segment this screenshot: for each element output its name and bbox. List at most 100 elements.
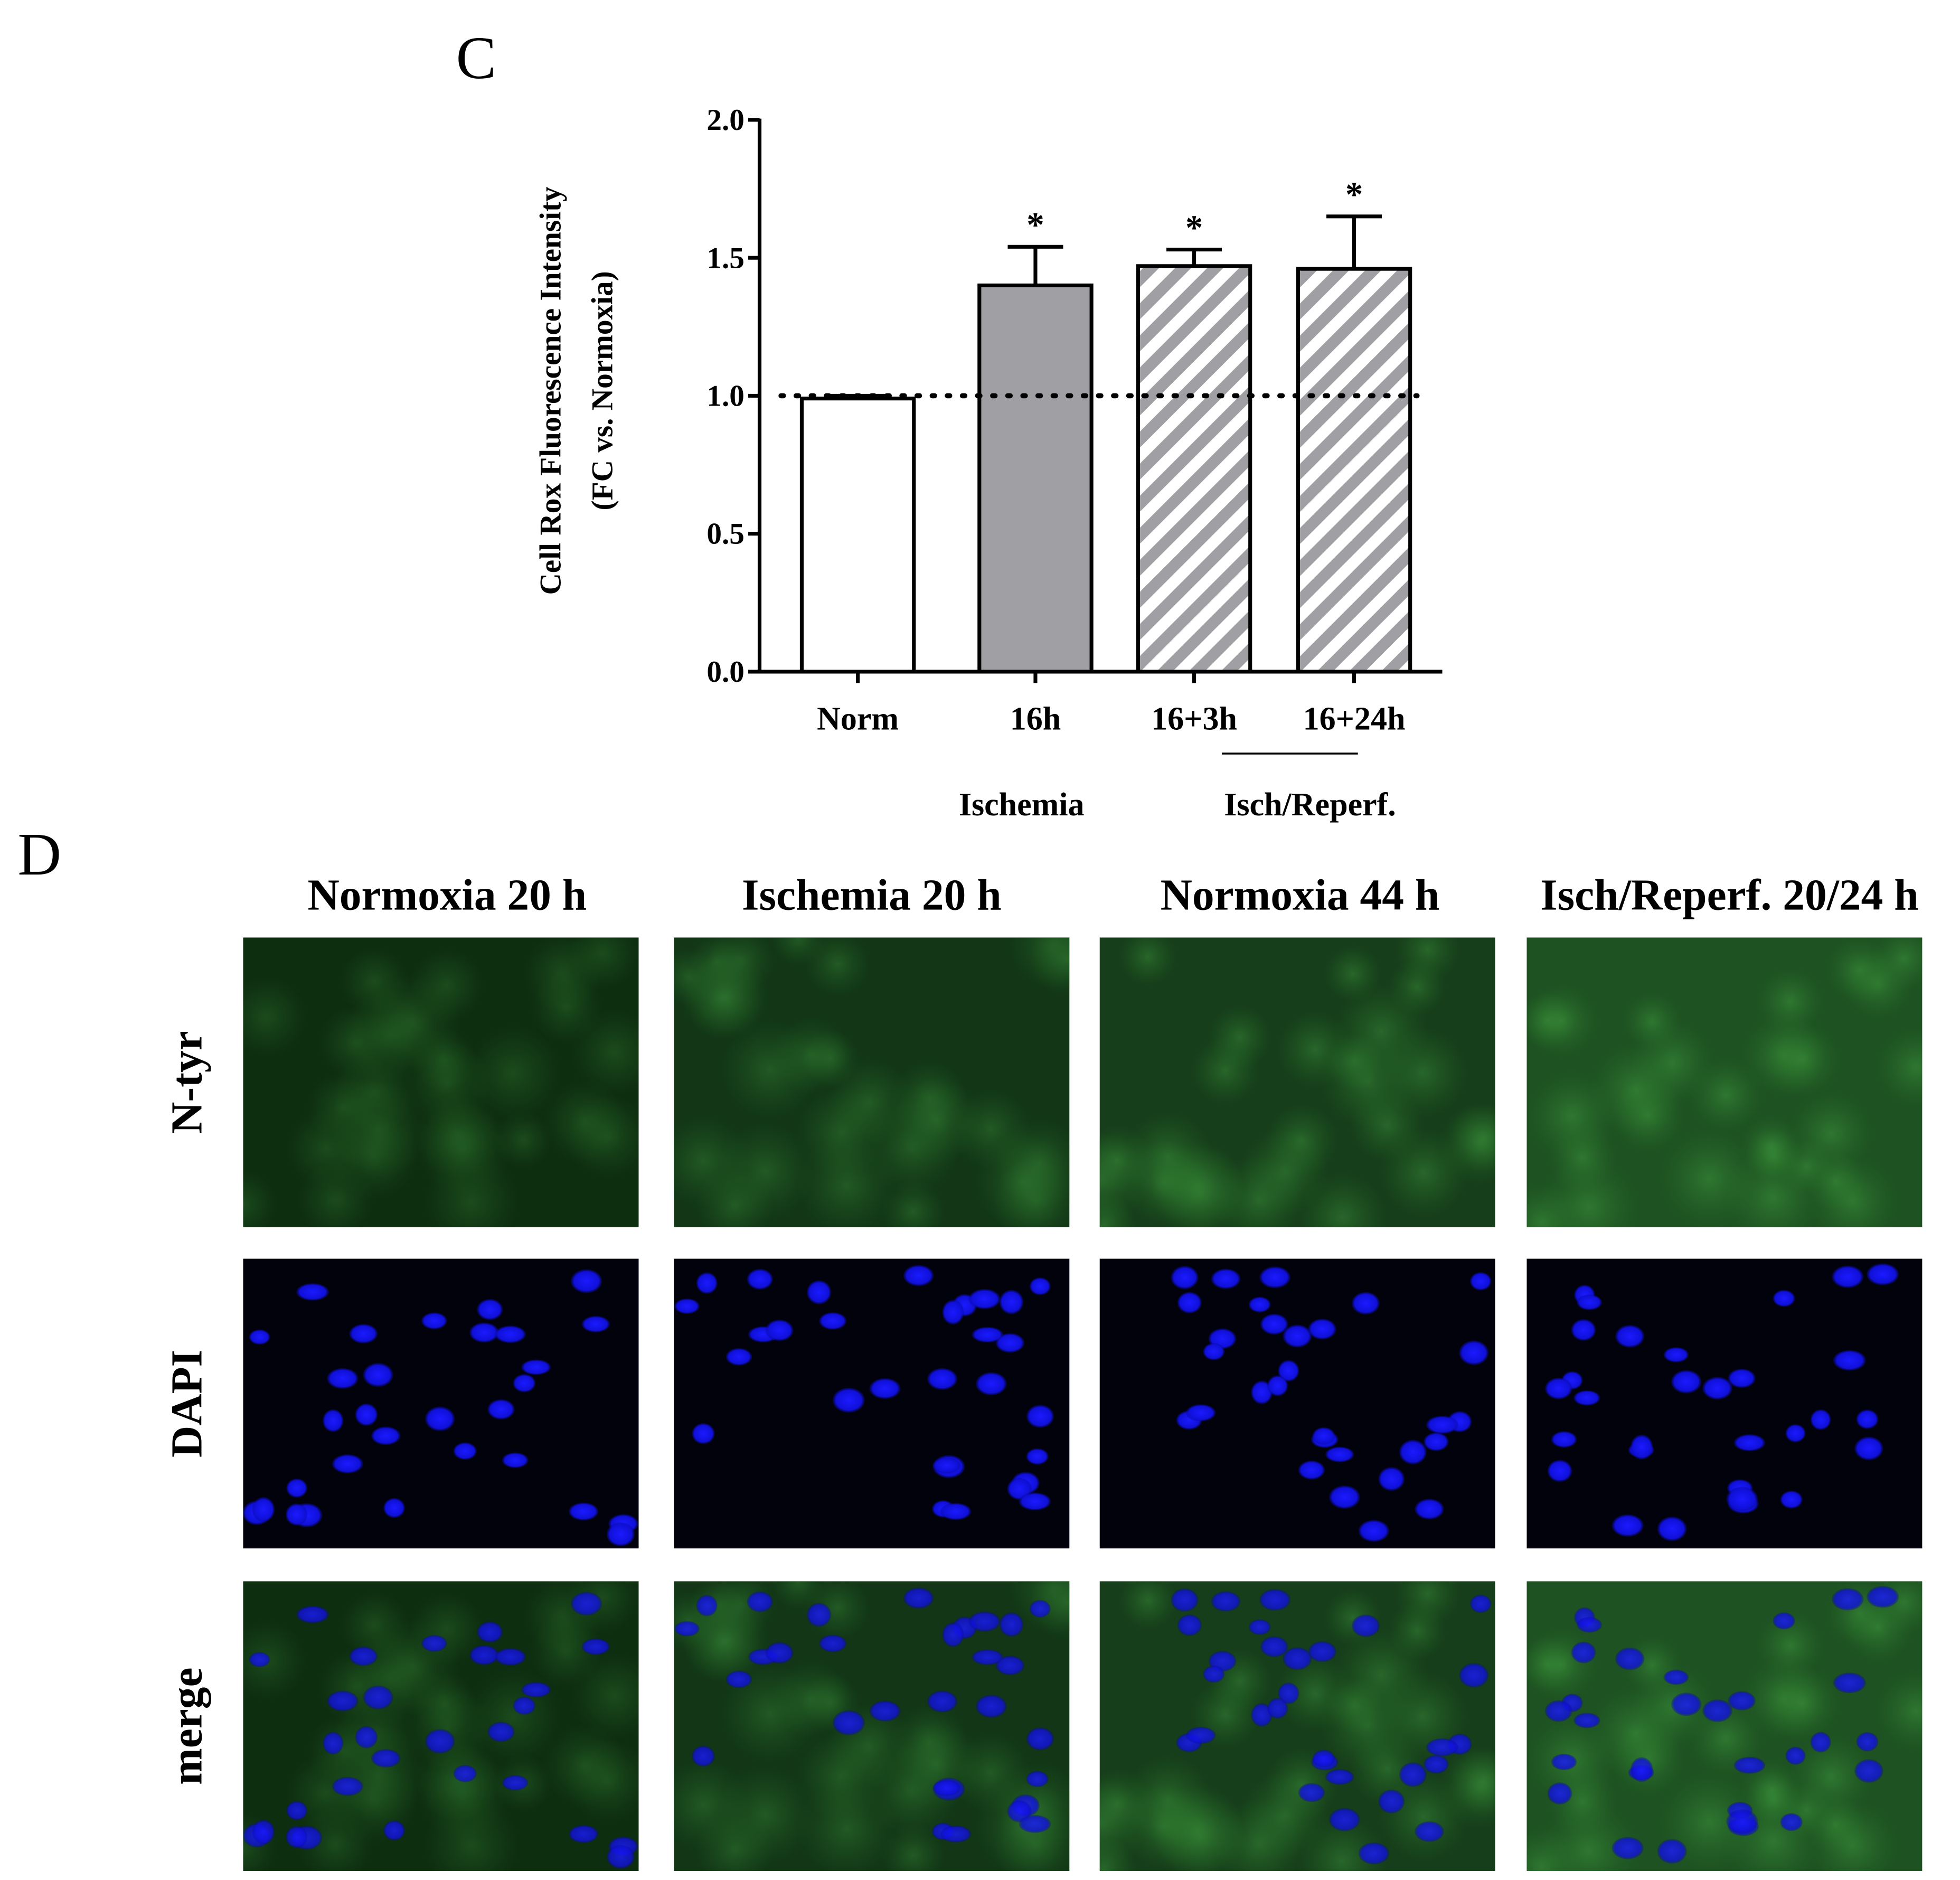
nucleus	[1785, 1424, 1806, 1443]
nucleus	[286, 1478, 308, 1498]
nucleus	[747, 1268, 773, 1290]
nucleus	[1278, 1682, 1299, 1704]
nucleus	[425, 1729, 455, 1754]
nucleus	[1426, 1415, 1459, 1434]
nucleus	[477, 1621, 503, 1643]
nucleus	[469, 1322, 499, 1343]
nucleus	[1663, 1347, 1689, 1362]
nucleus	[972, 1649, 1004, 1665]
nucleus	[1702, 1699, 1732, 1722]
nucleus	[1773, 1612, 1795, 1630]
nucleus	[1544, 1377, 1572, 1399]
cell-cytoplasm	[1740, 1115, 1803, 1178]
cell-cytoplasm	[542, 1079, 627, 1164]
nucleus	[1325, 1446, 1354, 1462]
cell-cytoplasm	[1756, 1611, 1824, 1679]
nucleus	[252, 1819, 275, 1845]
nucleus	[1612, 1837, 1644, 1859]
bar	[1136, 264, 1252, 674]
nucleus	[332, 1776, 363, 1796]
nucleus	[1248, 1296, 1271, 1313]
micrograph	[674, 937, 1070, 1227]
cell-cytoplasm	[1030, 937, 1070, 997]
nucleus	[521, 1682, 551, 1698]
nucleus	[1459, 1340, 1489, 1365]
nucleus	[1615, 1647, 1645, 1670]
cell-cytoplasm	[1740, 1759, 1803, 1822]
nucleus	[349, 1646, 378, 1666]
nucleus	[1426, 1738, 1459, 1756]
nucleus	[1551, 1431, 1577, 1448]
nucleus	[1358, 1842, 1390, 1865]
nucleus	[819, 1312, 847, 1330]
nucleus	[806, 1603, 832, 1627]
nucleus	[903, 1265, 934, 1286]
nucleus	[747, 1591, 773, 1612]
nucleus	[487, 1399, 515, 1420]
nucleus	[581, 1638, 610, 1655]
nucleus	[1577, 1294, 1603, 1310]
nucleus	[1833, 1350, 1866, 1371]
nucleus	[453, 1442, 477, 1460]
cell-cytoplasm	[567, 937, 639, 990]
cell-cytoplasm	[1449, 1103, 1495, 1172]
nucleus	[1029, 1600, 1051, 1618]
error-bar	[1326, 214, 1382, 269]
nucleus	[1415, 1499, 1444, 1520]
micrograph-grid: Normoxia 20 h Ischemia 20 h Normoxia 44 h I…	[163, 871, 1923, 1871]
nucleus	[1259, 1588, 1291, 1611]
nucleus	[323, 1732, 344, 1755]
nucleus	[469, 1645, 499, 1666]
row-label: merge	[163, 1667, 212, 1784]
cell-cytoplasm	[1527, 1071, 1617, 1161]
nucleus	[725, 1670, 752, 1688]
nucleus	[1854, 1759, 1883, 1783]
nucleus	[383, 1820, 406, 1841]
nucleus	[1185, 1404, 1216, 1422]
cell-cytoplasm	[1526, 1628, 1599, 1702]
nucleus	[975, 1372, 1007, 1396]
nucleus	[606, 1522, 635, 1547]
nucleus	[1630, 1434, 1653, 1460]
bar	[799, 397, 916, 674]
nucleus	[1026, 1727, 1054, 1751]
nucleus	[1308, 1641, 1336, 1662]
y-axis-title: (FC vs. Normoxia)	[586, 271, 619, 510]
cell-cytoplasm	[243, 976, 307, 1057]
nucleus	[696, 1272, 718, 1294]
cell-cytoplasm	[1099, 1192, 1137, 1227]
nucleus	[995, 1333, 1025, 1353]
micrograph-content	[1526, 1258, 1923, 1549]
nucleus	[513, 1696, 536, 1715]
nucleus	[995, 1656, 1025, 1676]
cell-cytoplasm	[1118, 1581, 1177, 1630]
bar-chart: Cell Rox Fluorescence Intensity (FC vs. N…	[534, 104, 1443, 823]
cell-cytoplasm	[1379, 1128, 1469, 1218]
nucleus	[502, 1452, 529, 1468]
cell-cytoplasm	[1265, 1104, 1339, 1177]
nucleus	[1810, 1732, 1831, 1753]
cell-cytoplasm	[542, 1723, 627, 1808]
nucleus	[674, 1298, 700, 1314]
x-tick-label: 16+3h	[1151, 701, 1237, 737]
nucleus	[1399, 1762, 1427, 1787]
nucleus	[1551, 1753, 1577, 1770]
nucleus	[425, 1406, 455, 1431]
cell-cytoplasm	[1297, 1172, 1388, 1227]
nucleus	[972, 1327, 1004, 1343]
cell-cytoplasm	[797, 1779, 897, 1871]
nucleus	[932, 1780, 961, 1796]
cell-cytoplasm	[881, 1179, 946, 1227]
nucleus	[674, 1621, 700, 1637]
cell-cytoplasm	[1449, 1747, 1495, 1816]
x-tick-label: 16h	[1010, 701, 1061, 737]
nucleus	[1358, 1520, 1390, 1542]
cell-cytoplasm	[571, 1652, 639, 1740]
nucleus	[1867, 1263, 1899, 1285]
nucleus	[1571, 1641, 1596, 1663]
nucleus	[832, 1710, 865, 1735]
cell-cytoplasm	[404, 1040, 491, 1127]
nucleus	[296, 1283, 329, 1301]
nucleus	[1780, 1490, 1803, 1509]
nucleus	[1177, 1614, 1202, 1636]
